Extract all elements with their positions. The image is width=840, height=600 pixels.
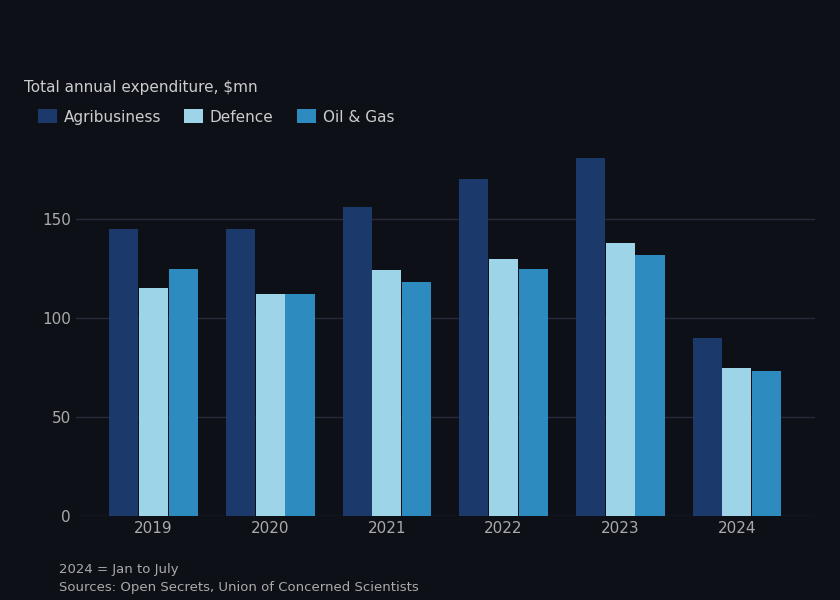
Bar bbox=[606, 243, 635, 516]
Bar bbox=[459, 179, 488, 516]
Bar bbox=[109, 229, 139, 516]
Bar bbox=[692, 338, 722, 516]
Bar bbox=[343, 207, 371, 516]
Bar bbox=[576, 158, 605, 516]
Bar bbox=[752, 371, 781, 516]
Bar bbox=[372, 271, 402, 516]
Bar bbox=[635, 254, 664, 516]
Bar bbox=[255, 294, 285, 516]
Text: 2024 = Jan to July: 2024 = Jan to July bbox=[59, 563, 178, 576]
Text: Total annual expenditure, $mn: Total annual expenditure, $mn bbox=[24, 80, 258, 95]
Bar bbox=[286, 294, 314, 516]
Legend: Agribusiness, Defence, Oil & Gas: Agribusiness, Defence, Oil & Gas bbox=[31, 104, 400, 131]
Bar bbox=[722, 367, 752, 516]
Bar bbox=[139, 289, 168, 516]
Bar bbox=[402, 283, 431, 516]
Bar bbox=[169, 269, 198, 516]
Text: Sources: Open Secrets, Union of Concerned Scientists: Sources: Open Secrets, Union of Concerne… bbox=[59, 581, 418, 594]
Bar bbox=[518, 269, 548, 516]
Bar bbox=[489, 259, 518, 516]
Bar bbox=[226, 229, 255, 516]
